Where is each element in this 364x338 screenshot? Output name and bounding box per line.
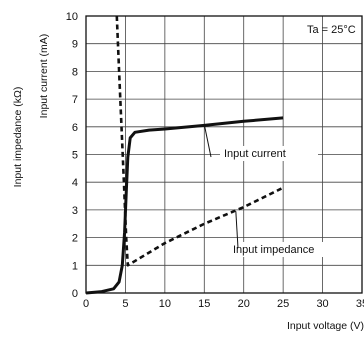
plot-frame (85, 15, 363, 294)
y-axis-label-current: Input current (mA) (38, 34, 50, 119)
y-tick-label: 5 (72, 150, 78, 162)
y-tick-label: 8 (72, 66, 78, 78)
x-tick-labels: 0 5 10 15 20 25 30 35 (83, 298, 364, 310)
y-tick-label: 4 (72, 177, 78, 189)
y-tick-label: 0 (72, 288, 78, 300)
plot-border (85, 15, 363, 294)
series-line-input-impedance (115, 15, 284, 267)
y-tick-labels: 0 1 2 3 4 5 6 7 8 9 10 (66, 11, 78, 300)
annotation-bg (229, 242, 334, 257)
series-layer (85, 15, 284, 295)
annotation-label: Input current (224, 148, 286, 160)
x-tick-label: 5 (122, 298, 128, 310)
y-tick-label: 2 (72, 233, 78, 245)
y-tick-label: 6 (72, 122, 78, 134)
x-tick-label: 10 (159, 298, 171, 310)
x-axis-label: Input voltage (V) (287, 320, 364, 332)
series-line-input-current (85, 116, 284, 295)
annotation-bg (220, 146, 318, 161)
annotation-leader (235, 211, 239, 249)
x-tick-label: 20 (238, 298, 250, 310)
y-tick-label: 3 (72, 205, 78, 217)
x-tick-label: 35 (356, 298, 364, 310)
condition-label: Ta = 25°C (307, 24, 356, 36)
x-tick-label: 15 (198, 298, 210, 310)
y-tick-label: 1 (72, 260, 78, 272)
y-tick-label: 10 (66, 11, 78, 23)
x-tick-label: 0 (83, 298, 89, 310)
annotations: Input current Input impedance (203, 124, 334, 257)
y-tick-label: 9 (72, 39, 78, 51)
x-tick-label: 30 (316, 298, 328, 310)
annotation-label: Input impedance (233, 244, 314, 256)
y-axis-label-impedance: Input impedance (kΩ) (12, 87, 24, 188)
y-tick-label: 7 (72, 94, 78, 106)
x-tick-label: 25 (277, 298, 289, 310)
annotation-leader (203, 124, 212, 158)
